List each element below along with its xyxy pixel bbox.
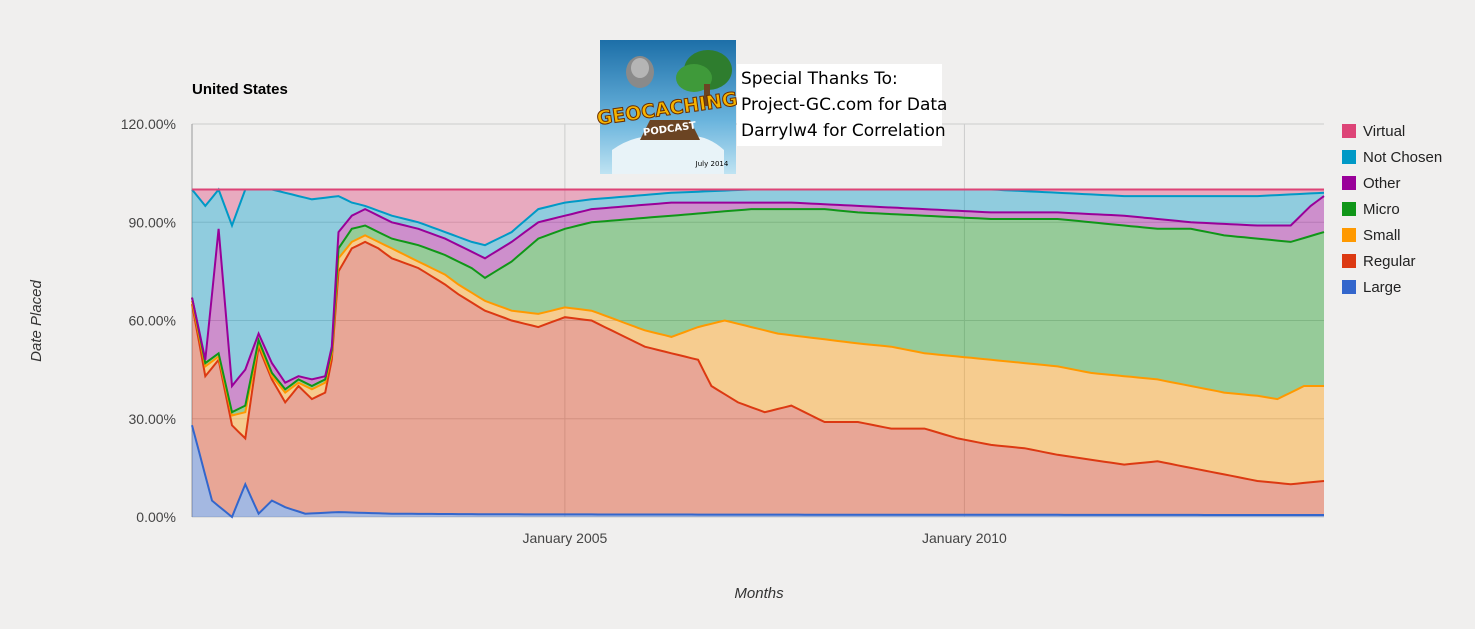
line-small — [191, 234, 1324, 417]
logo-date: July 2014 — [695, 160, 729, 168]
legend-label-regular: Regular — [1363, 253, 1416, 270]
area-small — [192, 235, 1324, 485]
x-axis: January 2005 January 2010 — [522, 530, 1007, 546]
legend-label-not-chosen: Not Chosen — [1363, 149, 1442, 166]
legend-label-other: Other — [1363, 175, 1401, 192]
y-tick-label: 30.00% — [129, 411, 176, 427]
line-other — [191, 195, 1325, 389]
legend: Virtual Not Chosen Other Micro Small Regular L… — [1342, 123, 1442, 296]
line-regular — [191, 240, 1325, 486]
line-micro — [191, 208, 1325, 414]
chart-title: United States — [192, 81, 288, 98]
legend-label-small: Small — [1363, 227, 1401, 244]
legend-label-micro: Micro — [1363, 201, 1400, 218]
legend-swatch-regular — [1342, 254, 1356, 268]
legend-swatch-micro — [1342, 202, 1356, 216]
y-axis: 0.00% 30.00% 60.00% 90.00% 120.00% — [121, 116, 176, 525]
podcast-logo: GEOCACHING PODCAST July 2014 — [595, 40, 739, 174]
line-large — [191, 425, 1324, 519]
area-virtual — [192, 189, 1324, 246]
thanks-line-2: Project-GC.com for Data — [741, 95, 947, 115]
y-tick-label: 60.00% — [129, 313, 176, 329]
y-tick-label: 120.00% — [121, 116, 176, 132]
legend-swatch-not-chosen — [1342, 150, 1356, 164]
y-tick-label: 90.00% — [129, 214, 176, 230]
legend-swatch-virtual — [1342, 124, 1356, 138]
thanks-note: Special Thanks To: Project-GC.com for Da… — [737, 64, 947, 146]
area-regular — [192, 241, 1324, 517]
series-lines — [191, 187, 1325, 519]
area-layers — [192, 189, 1324, 517]
legend-swatch-large — [1342, 280, 1356, 294]
thanks-line-1: Special Thanks To: — [741, 69, 898, 89]
area-not-chosen — [192, 189, 1324, 386]
x-tick-label: January 2010 — [922, 530, 1007, 546]
thanks-line-3: Darrylw4 for Correlation — [741, 121, 946, 141]
legend-swatch-small — [1342, 228, 1356, 242]
legend-label-virtual: Virtual — [1363, 123, 1405, 140]
legend-swatch-other — [1342, 176, 1356, 190]
legend-label-large: Large — [1363, 279, 1401, 296]
y-tick-label: 0.00% — [136, 509, 176, 525]
y-axis-label: Date Placed — [28, 279, 45, 361]
x-axis-label: Months — [734, 585, 784, 602]
x-tick-label: January 2005 — [522, 530, 607, 546]
